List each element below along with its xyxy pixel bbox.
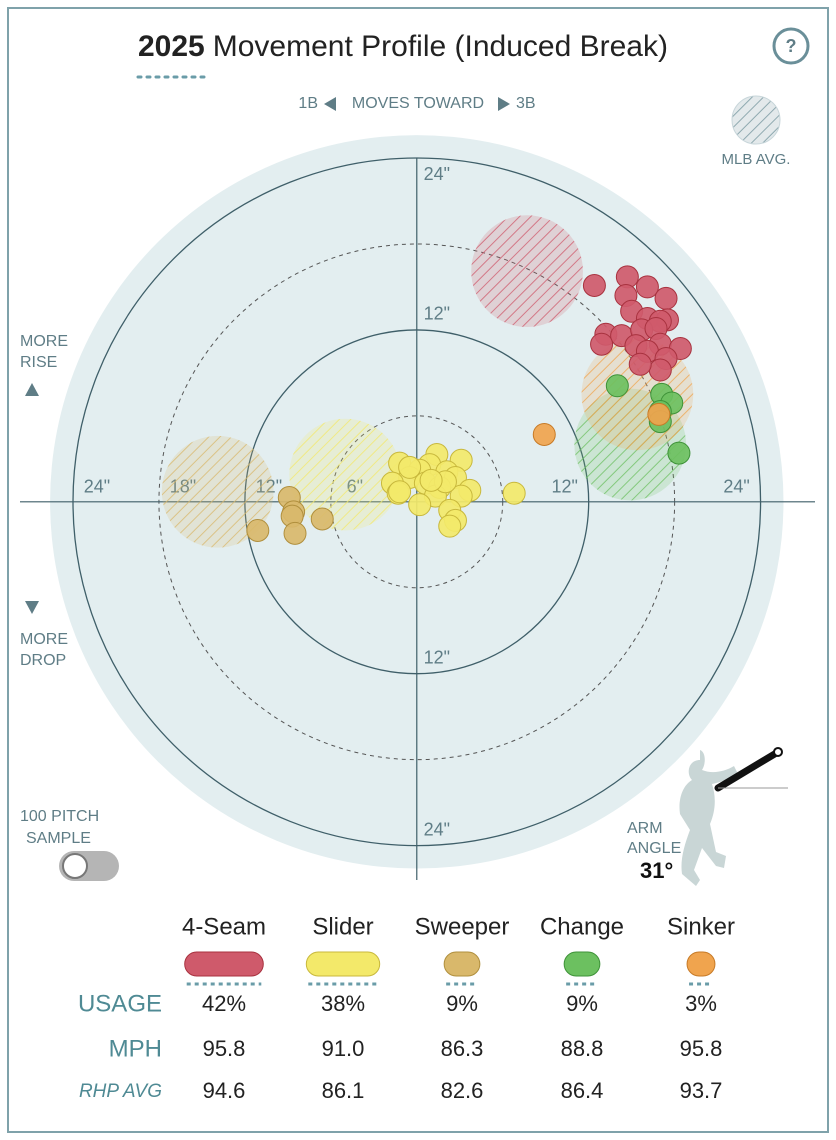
mlb-avg	[161, 435, 274, 548]
x-tick-label: 24"	[723, 477, 749, 497]
drop-label: MORE	[20, 631, 68, 648]
table-cell: 42%	[202, 991, 246, 1016]
direction-right: 3B	[516, 95, 536, 112]
table-cell: 88.8	[561, 1036, 604, 1061]
row-label: RHP AVG	[79, 1081, 162, 1102]
table-cell: 94.6	[203, 1078, 246, 1103]
help-circle[interactable]	[772, 27, 810, 65]
row-label: USAGE	[78, 990, 162, 1017]
x-tick-label: 12"	[551, 477, 577, 497]
arm-angle-label: ANGLE	[627, 840, 681, 857]
mlb-avg	[471, 215, 583, 328]
plot: 24"18"12"6"12"24"24"12"12"24"	[20, 135, 815, 880]
help-button[interactable]: ?	[772, 27, 810, 65]
usage-swatch	[184, 951, 264, 977]
pitch-name: 4-Seam	[182, 913, 266, 940]
toggle-knob[interactable]	[62, 853, 88, 879]
pitch-point	[654, 286, 678, 310]
rise-label: RISE	[20, 354, 57, 371]
usage-swatch	[305, 951, 381, 977]
drop-label: DROP	[20, 652, 66, 669]
arm-angle-end	[773, 746, 784, 757]
table-cell: 86.3	[441, 1036, 484, 1061]
pitch-point	[408, 493, 432, 517]
avg-legend-swatch	[731, 95, 781, 145]
title-year: 2025	[138, 30, 205, 63]
pitch-point	[628, 352, 652, 376]
pitch-point	[635, 275, 659, 299]
arrow-left	[324, 97, 336, 111]
usage-swatch	[443, 951, 481, 977]
arm-angle-label: ARM	[627, 820, 663, 837]
row-label: MPH	[109, 1035, 162, 1062]
arrow-right	[498, 97, 510, 111]
title-text: Movement Profile (Induced Break)	[213, 30, 668, 63]
table-cell: 3%	[685, 991, 717, 1016]
drop-arrow	[25, 601, 39, 614]
table-cell: 82.6	[441, 1078, 484, 1103]
arm-angle-value: 31°	[640, 858, 673, 883]
table-cell: 95.8	[203, 1036, 246, 1061]
pitch-point	[419, 468, 443, 492]
pitch-name: Sinker	[667, 913, 735, 940]
y-tick-label: 24"	[424, 164, 450, 184]
table-cell: 9%	[446, 991, 478, 1016]
pitch-point	[398, 455, 422, 479]
pitch-point	[246, 518, 270, 542]
y-tick-label: 24"	[424, 819, 450, 839]
y-tick-label: 12"	[424, 304, 450, 324]
usage-swatch	[686, 951, 716, 977]
pitch-point	[582, 273, 606, 297]
pitch-point	[647, 402, 671, 426]
direction-left: 1B	[298, 95, 318, 112]
mlb-avg	[289, 418, 402, 531]
sample-label: SAMPLE	[26, 830, 91, 847]
usage-swatch	[563, 951, 601, 977]
pitch-point	[590, 332, 614, 356]
sample-toggle[interactable]	[59, 851, 119, 881]
pitch-point	[532, 422, 556, 446]
table-cell: 9%	[566, 991, 598, 1016]
direction-middle: MOVES TOWARD	[352, 95, 484, 112]
pitcher-figure	[679, 750, 738, 886]
help-icon[interactable]: ?	[786, 36, 797, 56]
table-cell: 38%	[321, 991, 365, 1016]
table-cell: 86.1	[322, 1078, 365, 1103]
pitch-point	[648, 358, 672, 382]
table-cell: 95.8	[680, 1036, 723, 1061]
avg-legend-label: MLB AVG.	[722, 151, 791, 168]
x-tick-label: 24"	[84, 477, 110, 497]
chart-title: 2025 Movement Profile (Induced Break)	[138, 30, 668, 63]
pitcher-silhouette	[679, 750, 738, 886]
pitch-name: Slider	[312, 913, 373, 940]
pitch-point	[502, 481, 526, 505]
pitch-point	[438, 514, 462, 538]
pitch-point	[388, 480, 412, 504]
y-tick-label: 12"	[424, 647, 450, 667]
pitch-point	[283, 521, 307, 545]
sample-label: 100 PITCH	[20, 808, 99, 825]
pitch-point	[605, 374, 629, 398]
pitch-name: Change	[540, 913, 624, 940]
table-cell: 93.7	[680, 1078, 723, 1103]
pitch-table: USAGE MPH RHP AVG 4-Seam 42% 95.8 94.6 Slider 38…	[78, 913, 735, 1102]
pitch-point	[310, 507, 334, 531]
arm-angle-line	[714, 748, 782, 792]
rise-label: MORE	[20, 333, 68, 350]
pitch-name: Sweeper	[415, 913, 510, 940]
table-cell: 86.4	[561, 1078, 604, 1103]
table-cell: 91.0	[322, 1036, 365, 1061]
rise-arrow	[25, 383, 39, 396]
pitch-point	[667, 441, 691, 465]
